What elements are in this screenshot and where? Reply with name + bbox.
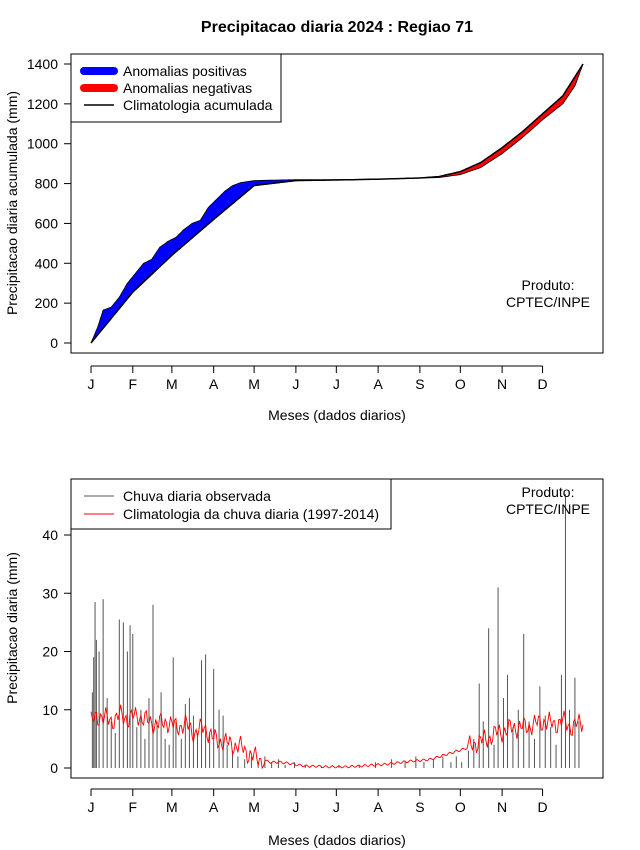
bottom-x-tick-label-1: F	[129, 799, 138, 815]
ylabel-top: Precipitacao diaria acumulada (mm)	[4, 91, 20, 315]
bottom-x-tick-label-8: S	[415, 799, 424, 815]
top-x-tick-label-0: J	[88, 376, 95, 392]
top-y-tick-label-7: 1400	[27, 56, 58, 72]
chart-daily: 0 10 20 30 40 J F M A M J J A S O N D Precipitacao diar…	[4, 478, 604, 848]
chart-cumulative: 0 200 400 600 800 1000 1200 1400 J F M A M J J A S O N D P…	[4, 53, 604, 423]
observed-rain-bars	[91, 494, 580, 768]
top-y-tick-label-1: 200	[35, 295, 59, 311]
top-y-tick-label-4: 800	[35, 176, 59, 192]
top-x-tick-label-11: D	[537, 376, 547, 392]
annotation-top-line2: CPTEC/INPE	[506, 294, 590, 310]
bottom-x-tick-label-0: J	[88, 799, 95, 815]
legend-negative-label: Anomalias negativas	[123, 80, 252, 96]
legend-observed-label: Chuva diaria observada	[123, 488, 271, 504]
legend-climatology-daily-label: Climatologia da chuva diaria (1997-2014)	[123, 506, 379, 522]
bottom-x-tick-label-9: O	[455, 799, 466, 815]
top-x-tick-label-2: M	[166, 376, 178, 392]
legend-bottom-box	[70, 478, 392, 530]
climatology-daily-line	[90, 704, 584, 770]
climatology-cumulative-line	[90, 63, 584, 344]
top-x-tick-label-1: F	[129, 376, 138, 392]
bottom-x-tick-label-5: J	[292, 799, 299, 815]
legend-positive-label: Anomalias positivas	[123, 63, 247, 79]
bottom-x-tick-label-4: M	[248, 799, 260, 815]
bottom-y-tick-label-4: 40	[42, 527, 58, 543]
climatology-line	[90, 704, 584, 770]
top-x-tick-label-8: S	[415, 376, 424, 392]
xlabel-bottom: Meses (dados diarios)	[268, 832, 406, 848]
bottom-x-tick-label-10: N	[497, 799, 507, 815]
positive-anomaly-area-0	[92, 179, 377, 342]
top-x-tick-label-5: J	[292, 376, 299, 392]
top-y-tick-label-0: 0	[50, 335, 58, 351]
legend-climatology-label: Climatologia acumulada	[123, 97, 273, 113]
top-x-tick-label-10: N	[497, 376, 507, 392]
xlabel-top: Meses (dados diarios)	[268, 407, 406, 423]
top-y-tick-label-5: 1000	[27, 136, 58, 152]
top-x-tick-label-9: O	[455, 376, 466, 392]
bottom-y-tick-label-1: 10	[42, 702, 58, 718]
top-y-tick-label-6: 1200	[27, 96, 58, 112]
cumulative-lines	[90, 63, 584, 344]
top-y-tick-label-3: 600	[35, 215, 59, 231]
annotation-bottom-line1: Produto:	[522, 484, 575, 500]
y-axis-bottom: 0 10 20 30 40	[42, 527, 72, 776]
bottom-x-tick-label-11: D	[537, 799, 547, 815]
bottom-x-tick-label-7: A	[373, 799, 383, 815]
top-x-tick-label-6: J	[333, 376, 340, 392]
top-x-tick-label-3: A	[209, 376, 219, 392]
top-y-tick-label-2: 400	[35, 255, 59, 271]
bottom-y-tick-label-0: 0	[50, 760, 58, 776]
top-x-tick-label-4: M	[248, 376, 260, 392]
annotation-top-line1: Produto:	[522, 277, 575, 293]
bottom-x-tick-label-6: J	[333, 799, 340, 815]
figure-title: Precipitacao diaria 2024 : Regiao 71	[201, 19, 473, 36]
legend-top: Anomalias positivas Anomalias negativas …	[70, 53, 282, 123]
annotation-bottom-line2: CPTEC/INPE	[506, 501, 590, 517]
y-axis-top: 0 200 400 600 800 1000 1200 1400	[27, 56, 72, 351]
bottom-y-tick-label-2: 20	[42, 644, 58, 660]
bottom-y-tick-label-3: 30	[42, 585, 58, 601]
bottom-x-tick-label-3: A	[209, 799, 219, 815]
bottom-x-tick-label-2: M	[166, 799, 178, 815]
legend-bottom: Chuva diaria observada Climatologia da c…	[70, 478, 392, 530]
top-x-tick-label-7: A	[373, 376, 383, 392]
ylabel-bottom: Precipitacao diaria (mm)	[4, 552, 20, 704]
